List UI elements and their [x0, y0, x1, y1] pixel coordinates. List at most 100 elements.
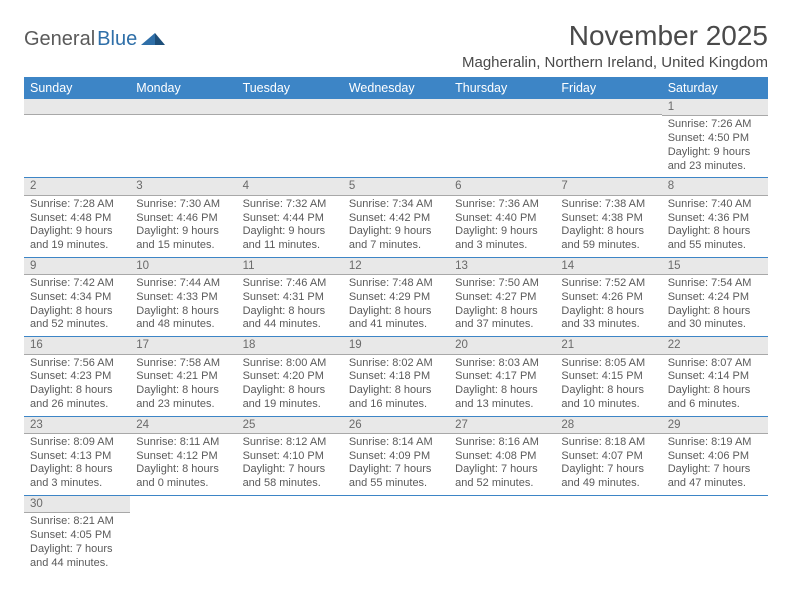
- day-number: 18: [237, 337, 343, 354]
- day-daylight1: Daylight: 7 hours: [668, 463, 762, 477]
- day-daylight1: Daylight: 8 hours: [561, 225, 655, 239]
- day-header: Tuesday: [237, 77, 343, 99]
- empty-day-header: [449, 99, 555, 115]
- calendar-day-cell: 6Sunrise: 7:36 AMSunset: 4:40 PMDaylight…: [449, 178, 555, 257]
- day-sunset: Sunset: 4:31 PM: [243, 291, 337, 305]
- day-number: 13: [449, 258, 555, 275]
- day-details: Sunrise: 7:36 AMSunset: 4:40 PMDaylight:…: [449, 196, 555, 257]
- day-daylight2: and 52 minutes.: [455, 477, 549, 491]
- day-number: 24: [130, 417, 236, 434]
- day-daylight1: Daylight: 8 hours: [668, 225, 762, 239]
- day-daylight1: Daylight: 8 hours: [243, 305, 337, 319]
- day-sunset: Sunset: 4:50 PM: [668, 132, 762, 146]
- day-sunrise: Sunrise: 7:50 AM: [455, 277, 549, 291]
- calendar-day-cell: 9Sunrise: 7:42 AMSunset: 4:34 PMDaylight…: [24, 257, 130, 336]
- day-sunrise: Sunrise: 7:28 AM: [30, 198, 124, 212]
- day-sunset: Sunset: 4:18 PM: [349, 370, 443, 384]
- logo-text-blue: Blue: [97, 28, 137, 51]
- day-details: Sunrise: 7:26 AMSunset: 4:50 PMDaylight:…: [662, 116, 768, 177]
- day-daylight1: Daylight: 8 hours: [455, 305, 549, 319]
- empty-day-header: [343, 99, 449, 115]
- day-sunset: Sunset: 4:23 PM: [30, 370, 124, 384]
- day-details: Sunrise: 8:05 AMSunset: 4:15 PMDaylight:…: [555, 355, 661, 416]
- calendar-day-cell: 17Sunrise: 7:58 AMSunset: 4:21 PMDayligh…: [130, 337, 236, 416]
- day-sunrise: Sunrise: 7:26 AM: [668, 118, 762, 132]
- day-number: 7: [555, 178, 661, 195]
- day-details: Sunrise: 7:48 AMSunset: 4:29 PMDaylight:…: [343, 275, 449, 336]
- day-daylight2: and 49 minutes.: [561, 477, 655, 491]
- day-number: 6: [449, 178, 555, 195]
- day-number: 1: [662, 99, 768, 116]
- day-sunrise: Sunrise: 7:36 AM: [455, 198, 549, 212]
- day-details: Sunrise: 7:40 AMSunset: 4:36 PMDaylight:…: [662, 196, 768, 257]
- calendar-day-cell: 21Sunrise: 8:05 AMSunset: 4:15 PMDayligh…: [555, 337, 661, 416]
- calendar-day-cell: 2Sunrise: 7:28 AMSunset: 4:48 PMDaylight…: [24, 178, 130, 257]
- day-details: Sunrise: 8:02 AMSunset: 4:18 PMDaylight:…: [343, 355, 449, 416]
- day-daylight2: and 10 minutes.: [561, 398, 655, 412]
- calendar-day-cell: 30Sunrise: 8:21 AMSunset: 4:05 PMDayligh…: [24, 495, 130, 574]
- day-sunset: Sunset: 4:48 PM: [30, 212, 124, 226]
- calendar-body: 1Sunrise: 7:26 AMSunset: 4:50 PMDaylight…: [24, 99, 768, 574]
- calendar-day-cell: [343, 99, 449, 178]
- day-sunrise: Sunrise: 8:00 AM: [243, 357, 337, 371]
- day-header: Monday: [130, 77, 236, 99]
- day-number: 22: [662, 337, 768, 354]
- day-header: Sunday: [24, 77, 130, 99]
- calendar-day-cell: 29Sunrise: 8:19 AMSunset: 4:06 PMDayligh…: [662, 416, 768, 495]
- day-details: Sunrise: 7:38 AMSunset: 4:38 PMDaylight:…: [555, 196, 661, 257]
- day-details: Sunrise: 8:16 AMSunset: 4:08 PMDaylight:…: [449, 434, 555, 495]
- day-daylight2: and 37 minutes.: [455, 318, 549, 332]
- calendar-day-cell: 13Sunrise: 7:50 AMSunset: 4:27 PMDayligh…: [449, 257, 555, 336]
- day-daylight1: Daylight: 7 hours: [243, 463, 337, 477]
- day-number: 19: [343, 337, 449, 354]
- day-daylight2: and 6 minutes.: [668, 398, 762, 412]
- day-details: Sunrise: 7:32 AMSunset: 4:44 PMDaylight:…: [237, 196, 343, 257]
- day-sunrise: Sunrise: 7:52 AM: [561, 277, 655, 291]
- calendar-day-cell: 26Sunrise: 8:14 AMSunset: 4:09 PMDayligh…: [343, 416, 449, 495]
- day-details: Sunrise: 7:28 AMSunset: 4:48 PMDaylight:…: [24, 196, 130, 257]
- day-number: 15: [662, 258, 768, 275]
- day-daylight1: Daylight: 8 hours: [668, 305, 762, 319]
- month-title: November 2025: [462, 20, 768, 52]
- day-details: Sunrise: 7:52 AMSunset: 4:26 PMDaylight:…: [555, 275, 661, 336]
- calendar-day-cell: [24, 99, 130, 178]
- day-details: Sunrise: 8:11 AMSunset: 4:12 PMDaylight:…: [130, 434, 236, 495]
- calendar-week-row: 1Sunrise: 7:26 AMSunset: 4:50 PMDaylight…: [24, 99, 768, 178]
- day-sunrise: Sunrise: 8:11 AM: [136, 436, 230, 450]
- day-header-row: Sunday Monday Tuesday Wednesday Thursday…: [24, 77, 768, 99]
- empty-day-header: [555, 99, 661, 115]
- day-number: 5: [343, 178, 449, 195]
- calendar-week-row: 23Sunrise: 8:09 AMSunset: 4:13 PMDayligh…: [24, 416, 768, 495]
- day-daylight2: and 48 minutes.: [136, 318, 230, 332]
- calendar-day-cell: 3Sunrise: 7:30 AMSunset: 4:46 PMDaylight…: [130, 178, 236, 257]
- calendar-day-cell: 25Sunrise: 8:12 AMSunset: 4:10 PMDayligh…: [237, 416, 343, 495]
- day-daylight2: and 13 minutes.: [455, 398, 549, 412]
- day-number: 23: [24, 417, 130, 434]
- day-daylight1: Daylight: 7 hours: [349, 463, 443, 477]
- day-number: 11: [237, 258, 343, 275]
- day-sunrise: Sunrise: 7:46 AM: [243, 277, 337, 291]
- day-sunset: Sunset: 4:20 PM: [243, 370, 337, 384]
- day-sunrise: Sunrise: 7:56 AM: [30, 357, 124, 371]
- calendar-day-cell: [555, 99, 661, 178]
- day-daylight1: Daylight: 9 hours: [136, 225, 230, 239]
- day-sunset: Sunset: 4:40 PM: [455, 212, 549, 226]
- day-sunrise: Sunrise: 8:03 AM: [455, 357, 549, 371]
- calendar-day-cell: 28Sunrise: 8:18 AMSunset: 4:07 PMDayligh…: [555, 416, 661, 495]
- day-daylight1: Daylight: 7 hours: [561, 463, 655, 477]
- calendar-day-cell: 1Sunrise: 7:26 AMSunset: 4:50 PMDaylight…: [662, 99, 768, 178]
- day-sunset: Sunset: 4:13 PM: [30, 450, 124, 464]
- day-sunrise: Sunrise: 8:19 AM: [668, 436, 762, 450]
- empty-day-header: [237, 99, 343, 115]
- day-sunset: Sunset: 4:07 PM: [561, 450, 655, 464]
- day-daylight2: and 59 minutes.: [561, 239, 655, 253]
- calendar-day-cell: 5Sunrise: 7:34 AMSunset: 4:42 PMDaylight…: [343, 178, 449, 257]
- day-sunset: Sunset: 4:24 PM: [668, 291, 762, 305]
- day-number: 28: [555, 417, 661, 434]
- day-details: Sunrise: 8:12 AMSunset: 4:10 PMDaylight:…: [237, 434, 343, 495]
- day-daylight2: and 55 minutes.: [349, 477, 443, 491]
- logo-text-general: General: [24, 28, 95, 51]
- day-sunrise: Sunrise: 7:44 AM: [136, 277, 230, 291]
- day-details: Sunrise: 8:18 AMSunset: 4:07 PMDaylight:…: [555, 434, 661, 495]
- calendar-day-cell: 22Sunrise: 8:07 AMSunset: 4:14 PMDayligh…: [662, 337, 768, 416]
